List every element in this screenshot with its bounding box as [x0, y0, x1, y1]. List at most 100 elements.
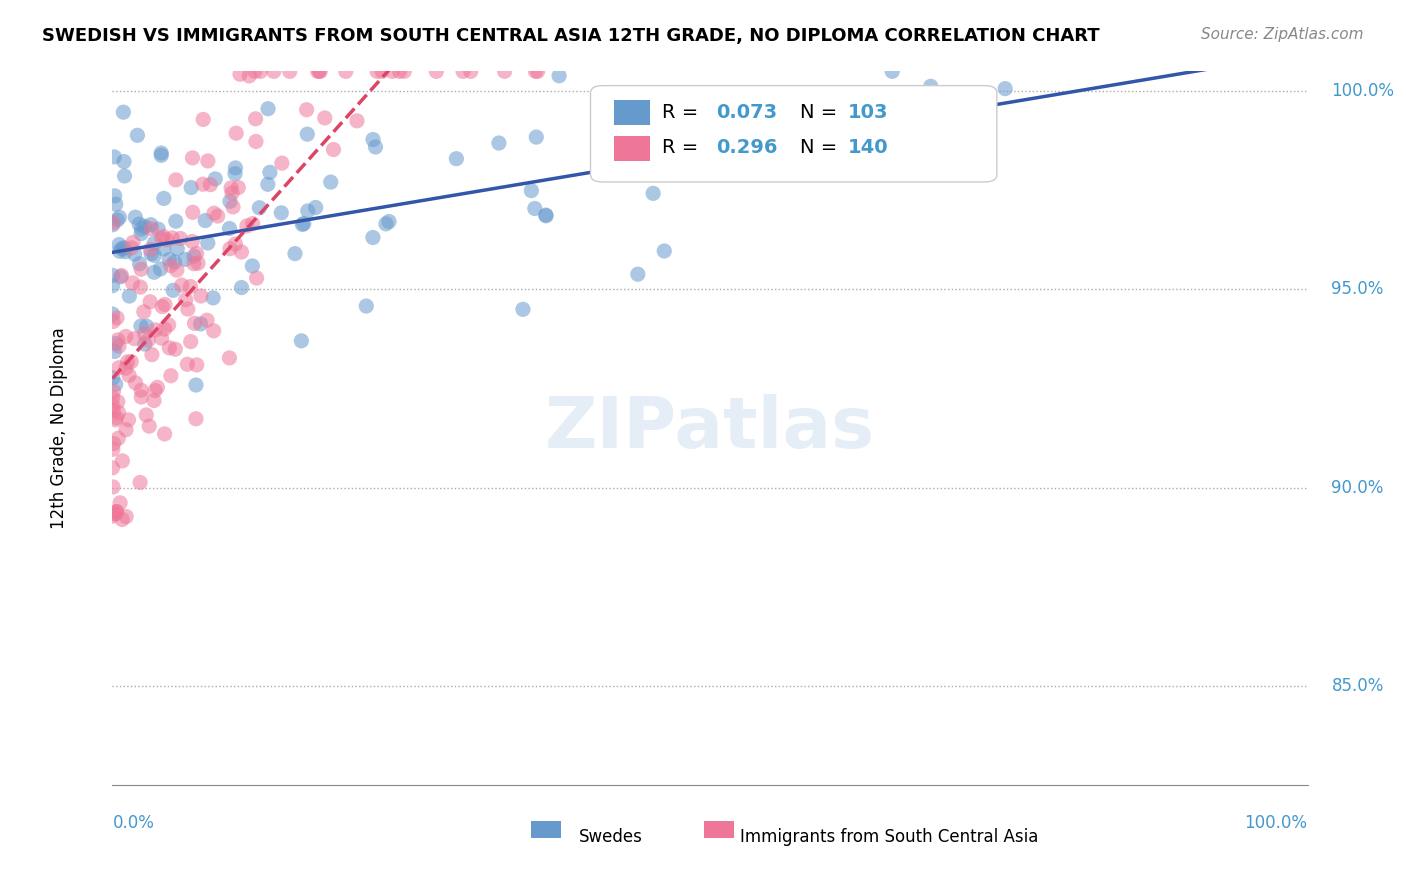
Immigrants from South Central Asia	[186, 246, 208, 260]
Swedes	[184, 378, 207, 392]
Immigrants from South Central Asia	[129, 390, 152, 404]
Immigrants from South Central Asia	[108, 496, 131, 510]
Swedes	[112, 105, 135, 120]
Immigrants from South Central Asia	[124, 332, 146, 346]
Immigrants from South Central Asia	[117, 355, 139, 369]
Swedes	[139, 218, 162, 232]
Immigrants from South Central Asia	[193, 112, 215, 127]
Swedes	[256, 178, 278, 192]
Immigrants from South Central Asia	[392, 64, 415, 78]
Swedes	[180, 180, 202, 194]
Immigrants from South Central Asia	[138, 419, 160, 434]
Swedes	[174, 252, 197, 267]
Swedes	[101, 278, 124, 293]
Swedes	[378, 214, 401, 228]
Bar	[531, 821, 561, 838]
Swedes	[166, 242, 188, 256]
Immigrants from South Central Asia	[159, 259, 181, 273]
Swedes	[105, 213, 128, 227]
Immigrants from South Central Asia	[105, 507, 128, 521]
Swedes	[162, 283, 184, 297]
Swedes	[134, 337, 156, 351]
Immigrants from South Central Asia	[225, 126, 247, 140]
Swedes	[835, 147, 858, 161]
Swedes	[247, 201, 270, 215]
Immigrants from South Central Asia	[103, 507, 125, 521]
Immigrants from South Central Asia	[153, 322, 176, 336]
Immigrants from South Central Asia	[129, 475, 152, 490]
Swedes	[148, 222, 170, 236]
Immigrants from South Central Asia	[186, 358, 208, 372]
Swedes	[671, 145, 693, 159]
Immigrants from South Central Asia	[103, 384, 125, 399]
Immigrants from South Central Asia	[152, 229, 174, 244]
Immigrants from South Central Asia	[181, 235, 204, 249]
Immigrants from South Central Asia	[129, 262, 152, 277]
Immigrants from South Central Asia	[451, 64, 474, 78]
Immigrants from South Central Asia	[153, 297, 176, 311]
Immigrants from South Central Asia	[107, 333, 129, 347]
Immigrants from South Central Asia	[150, 331, 173, 345]
Swedes	[114, 169, 136, 183]
Immigrants from South Central Asia	[139, 243, 162, 257]
Immigrants from South Central Asia	[150, 231, 173, 245]
Swedes	[124, 247, 146, 261]
Immigrants from South Central Asia	[191, 178, 214, 192]
Swedes	[297, 203, 319, 218]
Immigrants from South Central Asia	[153, 426, 176, 441]
Swedes	[534, 209, 557, 223]
Swedes	[134, 219, 156, 234]
Immigrants from South Central Asia	[107, 406, 129, 420]
Swedes	[270, 206, 292, 220]
Swedes	[108, 244, 131, 259]
Immigrants from South Central Asia	[111, 512, 134, 526]
Text: 100.0%: 100.0%	[1331, 82, 1395, 100]
Immigrants from South Central Asia	[136, 333, 159, 347]
Swedes	[128, 257, 150, 271]
Swedes	[143, 248, 166, 262]
Immigrants from South Central Asia	[135, 408, 157, 422]
Immigrants from South Central Asia	[166, 263, 188, 277]
Swedes	[190, 317, 212, 331]
Swedes	[143, 236, 166, 251]
Swedes	[488, 136, 510, 150]
Immigrants from South Central Asia	[218, 351, 240, 365]
Immigrants from South Central Asia	[139, 294, 162, 309]
Text: 0.0%: 0.0%	[112, 814, 155, 831]
Swedes	[882, 64, 904, 78]
Bar	[614, 100, 650, 125]
Immigrants from South Central Asia	[200, 178, 222, 192]
Swedes	[103, 344, 125, 359]
Immigrants from South Central Asia	[165, 173, 187, 187]
Swedes	[548, 69, 571, 83]
Swedes	[114, 244, 136, 259]
Swedes	[153, 191, 176, 205]
Swedes	[297, 127, 319, 141]
Swedes	[149, 262, 172, 277]
Immigrants from South Central Asia	[157, 341, 180, 355]
Swedes	[101, 307, 124, 321]
Text: R =: R =	[662, 103, 704, 121]
Swedes	[374, 217, 396, 231]
Immigrants from South Central Asia	[101, 442, 124, 457]
Text: 140: 140	[848, 138, 889, 157]
Text: 12th Grade, No Diploma: 12th Grade, No Diploma	[49, 327, 67, 529]
Swedes	[523, 202, 546, 216]
Swedes	[512, 302, 534, 317]
Swedes	[194, 213, 217, 227]
Immigrants from South Central Asia	[335, 64, 357, 78]
Text: 100.0%: 100.0%	[1244, 814, 1308, 831]
Swedes	[104, 336, 127, 351]
Swedes	[110, 269, 132, 284]
Immigrants from South Central Asia	[238, 69, 260, 83]
Immigrants from South Central Asia	[219, 181, 242, 195]
Immigrants from South Central Asia	[263, 64, 285, 78]
Immigrants from South Central Asia	[129, 280, 152, 294]
Bar	[704, 821, 734, 838]
Immigrants from South Central Asia	[307, 64, 329, 78]
Immigrants from South Central Asia	[245, 112, 267, 126]
Text: N =: N =	[800, 103, 844, 121]
Immigrants from South Central Asia	[221, 186, 243, 200]
Swedes	[446, 152, 468, 166]
Immigrants from South Central Asia	[107, 431, 129, 445]
